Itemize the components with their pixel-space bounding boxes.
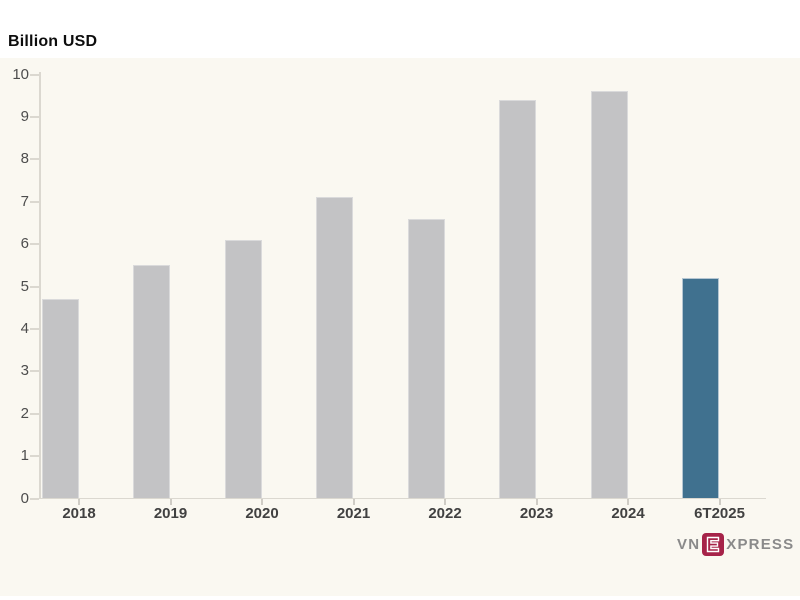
y-tick-label-1: 1: [20, 447, 29, 465]
y-tick-mark-4: [30, 327, 39, 330]
y-tick-label-10: 10: [12, 65, 29, 83]
bar-2020: [224, 239, 262, 499]
y-tick-label-3: 3: [20, 362, 29, 380]
x-label-6T2025: 6T2025: [694, 505, 745, 522]
x-tick-mark-2024: [627, 498, 629, 505]
x-label-2019: 2019: [153, 505, 188, 522]
x-axis-line: [39, 497, 766, 500]
y-axis-line: [39, 72, 41, 499]
logo-text-vn: VN: [677, 536, 701, 553]
x-label-2018: 2018: [62, 505, 96, 522]
bar-2022: [407, 218, 445, 499]
x-tick-mark-2023: [535, 498, 538, 505]
y-tick-mark-9: [30, 115, 39, 118]
y-tick-mark-5: [30, 285, 39, 288]
bar-2019: [133, 265, 170, 499]
y-tick-label-2: 2: [20, 404, 29, 422]
x-label-2021: 2021: [336, 505, 371, 522]
vnexpress-emblem-icon: [702, 533, 725, 556]
x-tick-mark-2021: [352, 498, 355, 505]
x-label-2020: 2020: [245, 505, 279, 522]
y-tick-mark-7: [30, 200, 39, 203]
x-label-2023: 2023: [519, 505, 554, 522]
logo-text-xpress: XPRESS: [726, 536, 795, 553]
y-tick-mark-1: [30, 455, 39, 458]
bar-6T2025: [682, 278, 719, 499]
bar-2023: [499, 99, 536, 499]
y-tick-label-6: 6: [20, 235, 29, 253]
y-tick-label-5: 5: [20, 277, 29, 295]
y-tick-mark-10: [30, 73, 39, 76]
y-tick-mark-3: [30, 370, 39, 373]
x-label-2024: 2024: [611, 505, 645, 522]
y-tick-mark-2: [30, 412, 39, 415]
y-tick-label-9: 9: [20, 107, 29, 125]
y-tick-label-0: 0: [20, 489, 29, 507]
bar-2024: [590, 91, 628, 499]
vnexpress-logo: VN XPRESS: [677, 532, 794, 557]
x-tick-mark-2022: [444, 498, 446, 505]
x-tick-mark-2020: [261, 498, 263, 505]
y-tick-mark-8: [30, 158, 39, 161]
y-tick-label-8: 8: [20, 150, 29, 168]
x-tick-mark-2018: [78, 498, 80, 505]
y-tick-mark-6: [30, 243, 39, 246]
y-tick-label-7: 7: [20, 192, 29, 210]
x-label-2022: 2022: [428, 505, 462, 522]
y-tick-mark-0: [30, 497, 39, 500]
x-tick-mark-6T2025: [718, 498, 721, 505]
x-tick-mark-2019: [169, 498, 172, 505]
bar-2018: [41, 299, 79, 499]
y-tick-label-4: 4: [20, 319, 29, 337]
y-axis-unit-label: Billion USD: [8, 33, 98, 50]
bar-2021: [316, 197, 353, 499]
